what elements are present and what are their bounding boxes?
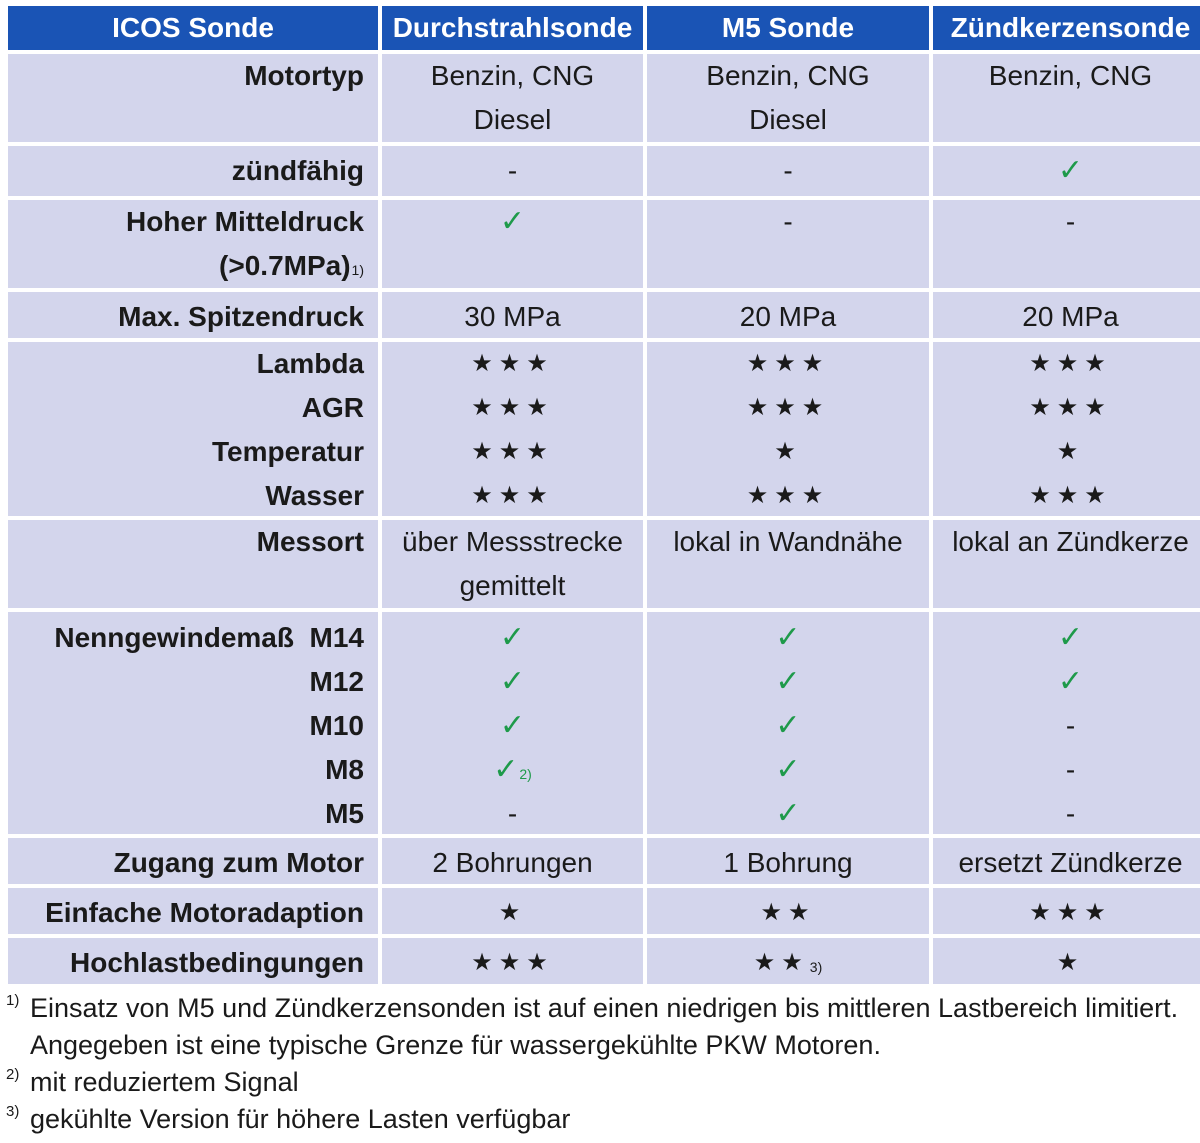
table-cell: 2 Bohrungen (382, 838, 643, 884)
check-icon: ✓ (775, 665, 801, 698)
header-m5-sonde: M5 Sonde (647, 6, 929, 50)
table-cell: ersetzt Zündkerze (933, 838, 1200, 884)
table-cell: lokal an Zündkerze (933, 520, 1200, 608)
table-cell: lokal in Wandnähe (647, 520, 929, 608)
thread-size-cell: ✓ ✓ ✓ ✓ ✓ (647, 612, 929, 834)
star-rating-cell: ★★★ (382, 938, 643, 984)
check-icon: ✓ (382, 200, 643, 288)
row-label: Hoher Mitteldruck (>0.7MPa)1) (8, 200, 378, 288)
table-cell: 20 MPa (647, 292, 929, 338)
header-durchstrahlsonde: Durchstrahlsonde (382, 6, 643, 50)
dash-cell: - (1065, 710, 1076, 741)
star-rating-cell: ★ (382, 888, 643, 934)
check-icon: ✓ (499, 665, 526, 698)
footnote-ref: 2) (519, 766, 532, 782)
footnotes: 1) Einsatz von M5 und Zündkerzensonden i… (6, 990, 1200, 1138)
dash-cell: - (1065, 798, 1076, 829)
row-label: Zugang zum Motor (8, 838, 378, 884)
header-zuendkerzensonde: Zündkerzensonde (933, 6, 1200, 50)
row-label: Lambda AGR Temperatur Wasser (8, 342, 378, 516)
star-rating-cell: ★★★ (933, 888, 1200, 934)
row-nenngewindemass: Nenngewindemaß M14 M12 M10 M8 M5 ✓ ✓ ✓ ✓… (8, 612, 1200, 834)
row-motortyp: Motortyp Benzin, CNG Diesel Benzin, CNG Di… (8, 54, 1200, 142)
footnote-ref: 1) (351, 262, 364, 278)
star-rating-cell: ★★ (647, 888, 929, 934)
row-label: Max. Spitzendruck (8, 292, 378, 338)
footnote-mark: 3) (6, 1103, 20, 1120)
dash-cell: - (507, 798, 518, 829)
check-icon: ✓ (499, 621, 526, 654)
check-icon: ✓ (775, 753, 801, 786)
dash-cell: - (647, 200, 929, 288)
table-cell: Benzin, CNG Diesel (647, 54, 929, 142)
dash-cell: - (1065, 754, 1076, 785)
row-hoher-mitteldruck: Hoher Mitteldruck (>0.7MPa)1) ✓ - - (8, 200, 1200, 288)
check-icon: ✓ (775, 709, 801, 742)
dash-cell: - (382, 146, 643, 196)
table-cell: 30 MPa (382, 292, 643, 338)
check-icon: ✓ (933, 146, 1200, 196)
star-rating-cell: ★★★ ★★★ ★★★ ★★★ (382, 342, 643, 516)
thread-size-cell: ✓ ✓ ✓ ✓2) - (382, 612, 643, 834)
row-label: Einfache Motoradaption (8, 888, 378, 934)
star-rating-cell: ★★★ ★★★ ★ ★★★ (647, 342, 929, 516)
dash-cell: - (933, 200, 1200, 288)
header-icos-sonde: ICOS Sonde (8, 6, 378, 50)
footnote-ref: 3) (809, 959, 823, 975)
check-icon-m8: ✓2) (493, 753, 532, 786)
row-messort: Messort über Messstrecke gemittelt lokal … (8, 520, 1200, 608)
thread-size-cell: ✓ ✓ - - - (933, 612, 1200, 834)
star-rating-cell: ★ (933, 938, 1200, 984)
row-label: Motortyp (8, 54, 378, 142)
row-zuendfaehig: zündfähig - - ✓ (8, 146, 1200, 196)
footnote-mark: 2) (6, 1066, 20, 1083)
footnote-text: Angegeben ist eine typische Grenze für w… (30, 1030, 881, 1060)
footnote-text: gekühlte Version für höhere Lasten verfü… (30, 1104, 571, 1134)
check-icon: ✓ (499, 709, 526, 742)
table-cell: 1 Bohrung (647, 838, 929, 884)
row-zugang-zum-motor: Zugang zum Motor 2 Bohrungen 1 Bohrung e… (8, 838, 1200, 884)
footnote-3: 3) gekühlte Version für höhere Lasten ve… (6, 1101, 1200, 1138)
row-label: Hochlastbedingungen (8, 938, 378, 984)
row-label: Nenngewindemaß M14 M12 M10 M8 M5 (8, 612, 378, 834)
footnote-text: Einsatz von M5 und Zündkerzensonden ist … (30, 993, 1179, 1023)
star-rating-cell: ★★★ ★★★ ★ ★★★ (933, 342, 1200, 516)
dash-cell: - (647, 146, 929, 196)
comparison-table: ICOS Sonde Durchstrahlsonde M5 Sonde Zün… (8, 6, 1200, 988)
check-icon: ✓ (775, 621, 801, 654)
footnote-1: 1) Einsatz von M5 und Zündkerzensonden i… (6, 990, 1200, 1064)
table-cell: 20 MPa (933, 292, 1200, 338)
star-rating-cell: ★★3) (647, 938, 929, 984)
row-label: Messort (8, 520, 378, 608)
row-hochlastbedingungen: Hochlastbedingungen ★★★ ★★3) ★ (8, 938, 1200, 984)
row-max-spitzendruck: Max. Spitzendruck 30 MPa 20 MPa 20 MPa (8, 292, 1200, 338)
row-label: zündfähig (8, 146, 378, 196)
table-cell: über Messstrecke gemittelt (382, 520, 643, 608)
check-icon: ✓ (775, 797, 801, 830)
table-header-row: ICOS Sonde Durchstrahlsonde M5 Sonde Zün… (8, 6, 1200, 50)
row-einfache-motoradaption: Einfache Motoradaption ★ ★★ ★★★ (8, 888, 1200, 934)
table-cell: Benzin, CNG (933, 54, 1200, 142)
footnote-mark: 1) (6, 992, 20, 1009)
check-icon: ✓ (1057, 621, 1084, 654)
footnote-text: mit reduziertem Signal (30, 1067, 299, 1097)
check-icon: ✓ (1057, 665, 1084, 698)
footnote-2: 2) mit reduziertem Signal (6, 1064, 1200, 1101)
table-cell: Benzin, CNG Diesel (382, 54, 643, 142)
row-messgroessen: Lambda AGR Temperatur Wasser ★★★ ★★★ ★★★… (8, 342, 1200, 516)
